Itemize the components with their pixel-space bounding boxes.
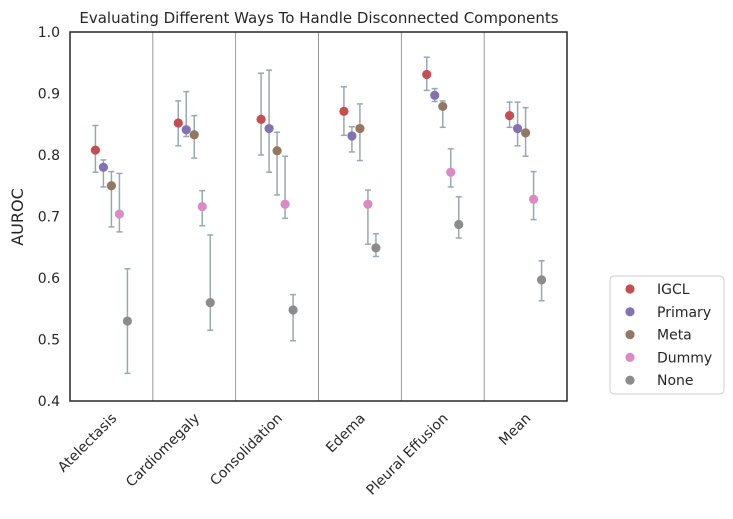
x-tick-label: Atelectasis: [55, 411, 120, 476]
y-tick-label: 0.5: [38, 333, 60, 349]
error-bar: [274, 131, 281, 196]
y-axis-ticks: 0.4 0.5 0.6 0.7 0.8 0.9 1.0: [38, 25, 60, 410]
error-bar: [108, 170, 115, 228]
error-bar: [266, 69, 273, 173]
data-point: [422, 69, 432, 80]
data-point: [106, 181, 117, 191]
y-tick-label: 0.6: [38, 271, 60, 287]
data-point: [173, 118, 183, 128]
error-bar: [116, 172, 123, 233]
data-point: [512, 123, 523, 134]
error-bar: [290, 293, 297, 342]
legend-marker: [625, 307, 635, 317]
data-point: [272, 146, 282, 156]
error-bar: [207, 234, 214, 332]
y-tick-label: 0.4: [38, 394, 60, 410]
x-tick-label: Edema: [323, 411, 369, 457]
data-point: [347, 131, 357, 141]
legend-marker: [625, 352, 635, 362]
y-tick-label: 0.7: [38, 210, 60, 226]
legend-label: None: [657, 373, 694, 389]
data-point: [504, 111, 515, 121]
data-point: [371, 243, 381, 253]
data-point: [181, 125, 191, 135]
y-tick-label: 0.9: [38, 87, 60, 103]
data-points: [90, 69, 547, 326]
data-point: [114, 209, 125, 219]
x-tick-label: Mean: [496, 411, 534, 449]
legend-label: IGCL: [657, 282, 690, 298]
data-point: [446, 167, 456, 177]
data-point: [264, 123, 274, 134]
data-point: [90, 145, 101, 155]
x-tick-label: Consolidation: [207, 411, 286, 490]
legend-marker: [625, 375, 635, 385]
data-point: [430, 90, 440, 100]
error-bar: [258, 72, 265, 156]
data-point: [536, 275, 547, 285]
data-point: [205, 298, 215, 308]
y-tick-label: 1.0: [38, 25, 60, 41]
legend-marker: [625, 284, 635, 294]
legend-label: Dummy: [657, 350, 712, 366]
data-point: [189, 130, 199, 140]
x-tick-label: Pleural Effusion: [364, 411, 452, 499]
error-bar: [364, 189, 371, 245]
data-point: [280, 199, 290, 209]
legend-box: [609, 275, 725, 395]
data-point: [122, 316, 133, 326]
data-point: [363, 199, 373, 209]
error-bar: [282, 155, 289, 220]
error-bar: [514, 101, 521, 147]
legend-marker: [625, 330, 635, 340]
data-point: [520, 128, 531, 138]
y-tick-label: 0.8: [38, 148, 60, 164]
x-axis-ticks: Atelectasis Cardiomegaly Consolidation Edem…: [55, 411, 534, 499]
data-point: [528, 194, 539, 204]
legend-label: Primary: [657, 305, 711, 321]
data-point: [355, 123, 365, 134]
data-point: [98, 162, 109, 172]
data-point: [288, 305, 298, 315]
category-separators: [152, 32, 485, 401]
data-point: [256, 114, 266, 124]
chart-title: Evaluating Different Ways To Handle Disc…: [79, 9, 558, 27]
data-point: [454, 219, 464, 230]
data-point: [197, 202, 207, 212]
y-axis-label: AUROC: [8, 188, 27, 246]
plot-frame: [69, 31, 568, 402]
data-point: [438, 101, 448, 112]
legend: IGCL Primary Meta Dummy None: [609, 275, 725, 395]
legend-label: Meta: [657, 328, 692, 344]
data-point: [339, 106, 349, 116]
error-bar: [455, 196, 462, 239]
x-tick-label: Cardiomegaly: [123, 411, 203, 491]
